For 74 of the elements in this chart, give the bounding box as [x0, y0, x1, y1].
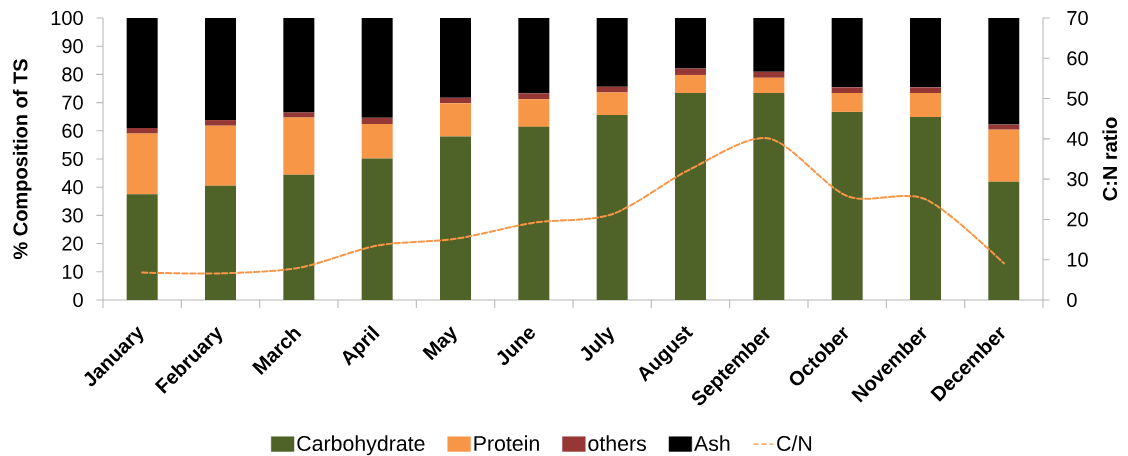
bar	[205, 185, 237, 300]
y2-axis-title: C:N ratio	[1102, 117, 1118, 201]
y-tick-label: 30	[62, 208, 83, 223]
y2-tick-label: 20	[1067, 212, 1088, 227]
bar	[910, 93, 941, 117]
bar	[910, 17, 941, 88]
legend-label: others	[588, 435, 646, 452]
bar	[675, 68, 706, 75]
bar	[596, 17, 628, 87]
bar	[675, 93, 706, 300]
bar	[518, 93, 550, 100]
line-series	[141, 137, 1005, 275]
bar	[753, 77, 785, 94]
y-tick-label: 50	[62, 151, 83, 167]
bar	[988, 17, 1020, 125]
y-tick-label: 40	[61, 180, 83, 195]
bar	[988, 124, 1020, 130]
y2-tick-label: 60	[1067, 51, 1088, 66]
bar	[283, 112, 315, 118]
bar	[831, 17, 863, 88]
y-tick-label: 100	[51, 10, 83, 26]
bar	[596, 92, 628, 115]
y-tick-label: 10	[62, 264, 83, 279]
y-axis-title: % Composition of TS	[12, 59, 32, 260]
bar	[205, 125, 237, 186]
y-tick-label: 20	[62, 236, 83, 251]
y2-tick-label: 0	[1067, 292, 1077, 308]
y-tick-label: 0	[73, 292, 83, 308]
bar	[988, 129, 1020, 182]
bar	[440, 97, 472, 104]
bar	[753, 17, 785, 72]
y-tick-label: 80	[62, 67, 83, 82]
bar	[361, 117, 393, 125]
bar	[518, 99, 550, 127]
bar	[753, 71, 785, 78]
bar	[518, 126, 550, 300]
bar	[831, 93, 863, 112]
y2-tick-label: 70	[1067, 10, 1088, 26]
bar	[988, 181, 1020, 300]
bar	[205, 17, 237, 121]
bar	[283, 117, 315, 175]
y2-tick-label: 50	[1067, 91, 1088, 106]
y-tick-label: 90	[62, 39, 83, 54]
bar	[126, 133, 158, 195]
bar	[675, 74, 706, 94]
bar	[518, 17, 550, 94]
y2-tick-label: 30	[1067, 172, 1088, 187]
bar	[361, 158, 393, 300]
bar	[205, 120, 237, 126]
bar	[753, 93, 785, 300]
legend-label: Carbohydrate	[297, 435, 425, 456]
bar	[910, 87, 941, 94]
bar	[126, 17, 158, 128]
y-tick-label: 60	[62, 123, 83, 138]
bar	[361, 124, 393, 159]
legend-label: C/N	[777, 435, 812, 452]
bar	[126, 194, 158, 300]
legend-label: Protein	[474, 435, 539, 452]
bar	[440, 17, 472, 98]
bar	[283, 174, 315, 300]
bar	[675, 17, 706, 69]
y2-tick-label: 40	[1066, 131, 1088, 146]
bar	[283, 17, 315, 113]
bar	[831, 111, 863, 300]
bar	[910, 116, 941, 300]
bar	[126, 127, 158, 134]
bar	[596, 115, 628, 300]
bar	[440, 136, 472, 300]
bar	[440, 103, 472, 137]
bar	[361, 17, 393, 118]
y-tick-label: 70	[62, 95, 83, 110]
y2-tick-label: 10	[1067, 252, 1088, 267]
bar	[831, 87, 863, 94]
legend-label: Ash	[694, 435, 730, 452]
